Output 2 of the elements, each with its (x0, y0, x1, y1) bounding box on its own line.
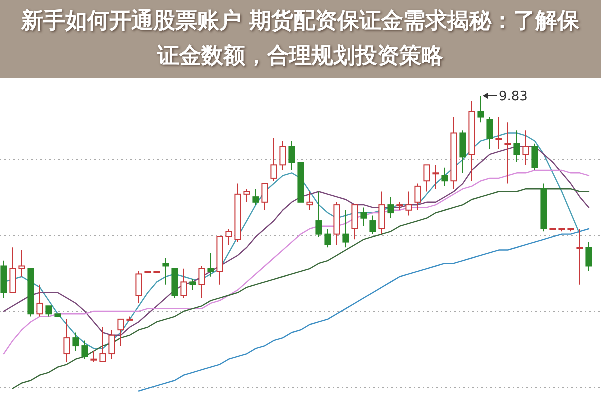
annotation: 9.83 (499, 90, 528, 104)
chart-title: 新手如何开通股票账户 期货配资保证金需求揭秘：了解保证金数额，合理规划投资策略 (20, 8, 580, 71)
